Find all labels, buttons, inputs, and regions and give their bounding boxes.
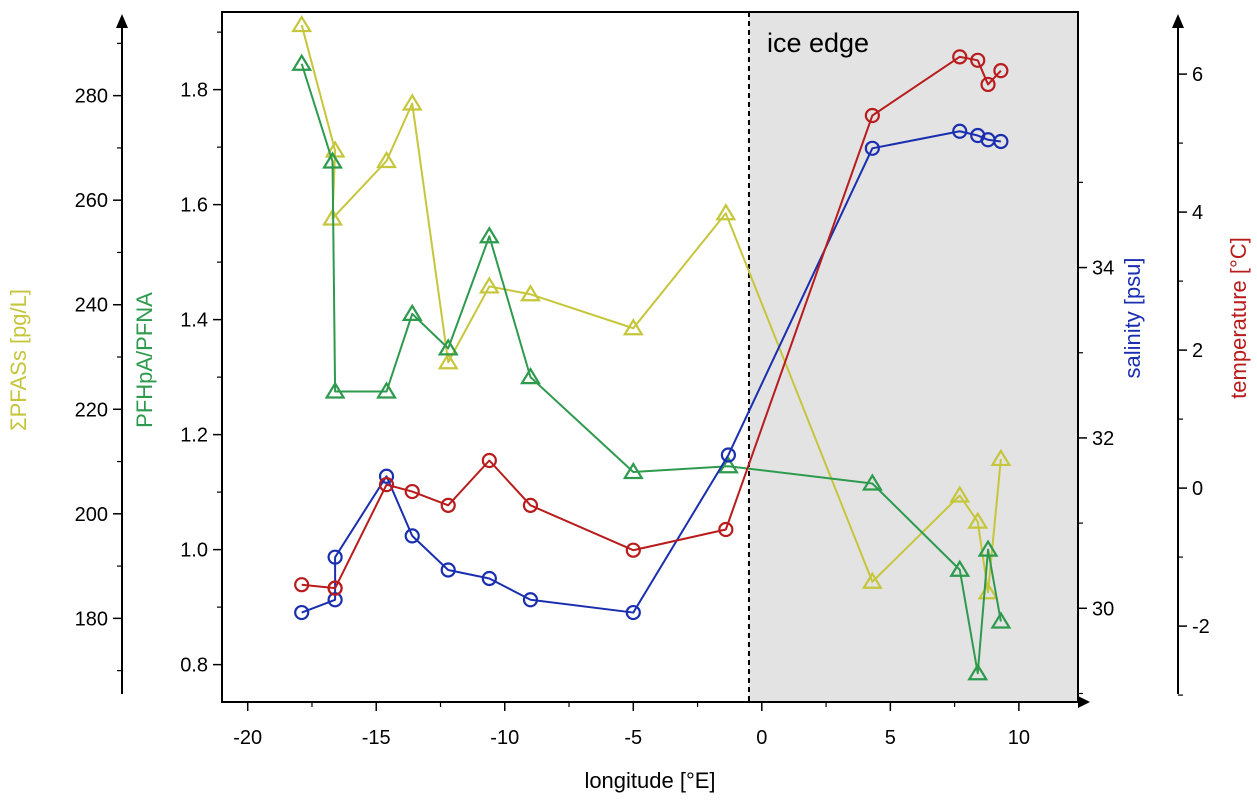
marker-ratio-10 [861,473,883,491]
marker-sal-6 [481,570,497,587]
marker-sal-11 [952,123,968,139]
marker-sal-9 [720,447,737,463]
marker-temp-4 [404,483,420,500]
ice-region-shading [748,12,1078,702]
marker-sal-5 [440,562,456,578]
marker-ratio-2 [324,381,346,399]
y-axis-title-temperature: temperature [°C] [1226,237,1251,399]
marker-sal-4 [404,528,420,544]
marker-ratio-13 [977,539,999,557]
marker-pfas-4 [401,93,423,111]
marker-sal-2 [327,549,343,565]
y-tick-label-temp-2: 2 [1192,340,1203,362]
series-layer [291,14,1012,681]
marker-ratio-6 [478,226,500,244]
marker-pfas-8 [622,318,644,336]
marker-temp-14 [993,63,1009,79]
y-axis-arrow-temp [1172,14,1184,28]
marker-ratio-7 [520,367,541,385]
marker-temp-8 [625,542,641,558]
marker-pfas-7 [520,284,541,302]
series-line-temp [301,55,1002,590]
ice-edge-annotation: ice edge [767,28,869,58]
series-line-ratio [300,63,1002,675]
x-axis-arrow [1078,696,1090,708]
marker-ratio-11 [949,559,971,577]
x-tick-label-1: -15 [362,727,391,749]
marker-temp-7 [522,497,539,513]
marker-pfas-14 [990,448,1012,467]
y-tick-label-ratio-0: 0.8 [180,655,208,677]
y-tick-label-ratio-2: 1.2 [180,425,208,447]
marker-sal-7 [522,592,539,608]
marker-pfas-5 [437,352,459,370]
marker-temp-3 [378,477,395,493]
x-tick-label-2: -10 [490,727,519,749]
marker-temp-10 [864,107,880,124]
y-tick-label-ratio-4: 1.6 [180,195,208,217]
marker-sal-3 [378,468,395,484]
y-tick-label-pfas-4: 260 [75,190,108,212]
y-tick-label-ratio-5: 1.8 [180,80,208,102]
marker-ratio-5 [437,338,459,356]
marker-sal-14 [993,133,1009,150]
y-tick-label-sal-2: 34 [1092,258,1114,280]
x-axis-title: longitude [°E] [584,768,715,793]
y-tick-label-ratio-3: 1.4 [180,310,208,332]
y-tick-label-temp-4: 6 [1192,64,1203,86]
y-axis-title-pfas: ΣPFASs [pg/L] [6,289,31,431]
y-axis-title-ratio: PFHpA/PFNA [132,292,157,428]
marker-sal-0 [294,604,310,621]
marker-pfas-3 [376,150,397,169]
marker-ratio-4 [401,303,423,321]
series-line-pfas [300,24,1002,594]
y-tick-label-sal-0: 30 [1092,598,1114,620]
marker-pfas-0 [291,14,313,33]
marker-sal-8 [625,604,641,621]
marker-ratio-9 [717,456,739,474]
plot-frame [221,11,1079,703]
marker-temp-5 [440,497,456,513]
marker-temp-12 [970,52,986,68]
marker-pfas-10 [861,571,883,589]
marker-ratio-1 [322,151,343,169]
y-axis-title-salinity: salinity [psu] [1120,257,1145,378]
marker-temp-6 [481,452,497,469]
marker-pfas-12 [967,511,989,529]
axes-layer: -20 -15 -10 -5 0 5 101802002202402602800.81.01… [75,11,1210,749]
marker-ratio-3 [376,381,397,399]
y-tick-label-temp-0: -2 [1192,616,1210,638]
y-axis-arrow-pfas [116,14,128,28]
marker-ratio-12 [967,663,989,681]
y-tick-label-pfas-5: 280 [75,86,108,108]
marker-ratio-14 [990,611,1012,629]
marker-temp-9 [718,521,734,538]
marker-temp-2 [327,580,343,596]
y-tick-label-pfas-3: 240 [75,295,108,317]
marker-pfas-6 [478,276,500,294]
marker-temp-11 [952,49,968,65]
y-tick-label-pfas-1: 200 [75,504,108,526]
marker-pfas-11 [949,485,971,503]
y-tick-label-pfas-0: 180 [75,608,108,630]
x-tick-label-3: -5 [624,727,642,749]
x-tick-label-6: 10 [1008,727,1030,749]
y-tick-label-temp-3: 4 [1192,202,1203,224]
x-tick-label-0: -20 [233,727,262,749]
marker-sal-1 [327,592,343,608]
marker-temp-0 [294,577,310,593]
y-tick-label-sal-1: 32 [1092,428,1114,450]
x-tick-label-5: 5 [885,727,896,749]
marker-ratio-8 [622,461,644,480]
background-layer [747,12,1078,702]
marker-sal-10 [864,140,880,156]
y-tick-label-ratio-1: 1.0 [180,540,208,562]
x-tick-label-4: 0 [756,727,767,749]
marker-pfas-9 [715,203,737,221]
y-tick-label-pfas-2: 220 [75,399,108,421]
marker-temp-13 [980,76,996,93]
marker-ratio-0 [291,53,313,71]
y-tick-label-temp-1: 0 [1192,478,1203,500]
